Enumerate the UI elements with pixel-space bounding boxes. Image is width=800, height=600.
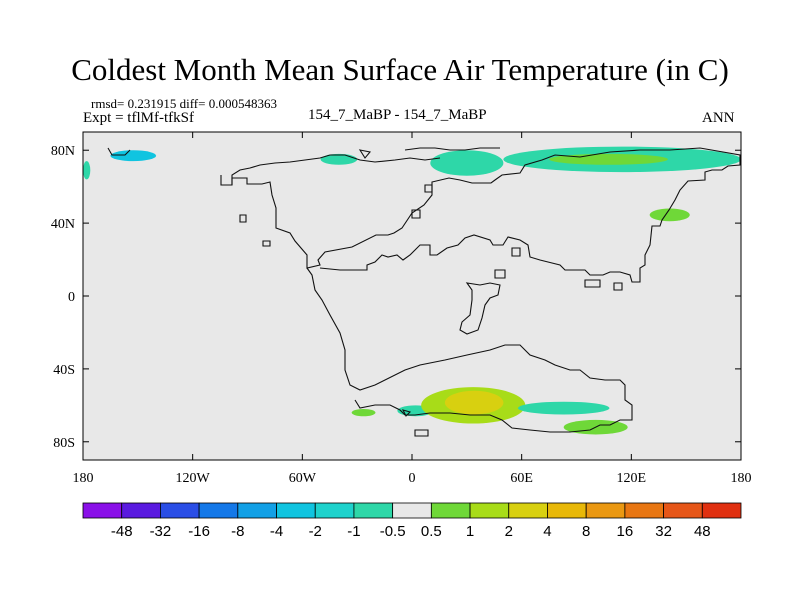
x-tick-label: 180	[731, 471, 752, 486]
colorbar-label: 4	[543, 523, 551, 540]
colorbar-label: -0.5	[380, 523, 406, 540]
colorbar-swatch	[624, 502, 664, 519]
anomaly-region	[320, 153, 358, 165]
colorbar-swatch	[469, 502, 510, 519]
anomaly-region	[83, 161, 91, 180]
anomaly-region	[518, 401, 610, 415]
colorbar-label: 0.5	[421, 523, 442, 540]
coastline-layer	[107, 147, 741, 437]
anomaly-region	[110, 150, 157, 162]
coastline	[107, 147, 131, 156]
coastline	[231, 154, 441, 185]
coastline	[262, 240, 271, 247]
x-tick-label: 120E	[617, 471, 647, 486]
period-label: ANN	[702, 110, 735, 126]
coastline	[424, 184, 433, 193]
x-tick-label: 60W	[289, 471, 317, 486]
colorbar-label: -4	[270, 523, 283, 540]
colorbar: -48 -32 -16 -8 -4 -2 -1 -0.5 0.5 1 2 4 8 16 32 48	[82, 502, 742, 540]
colorbar-label: 48	[694, 523, 711, 540]
coastline	[220, 147, 741, 283]
colorbar-label: -8	[231, 523, 244, 540]
coastline	[414, 429, 429, 437]
anomaly-region	[430, 150, 504, 176]
coastline	[511, 247, 521, 257]
colorbar-swatch	[701, 502, 742, 519]
stats-line: rmsd= 0.231915 diff= 0.000548363	[91, 96, 277, 111]
colorbar-swatch	[237, 502, 277, 519]
anomaly-region	[649, 208, 690, 222]
coastline	[411, 209, 421, 219]
colorbar-swatch	[392, 502, 432, 519]
colorbar-swatch	[198, 502, 239, 519]
colorbar-label: -48	[111, 523, 133, 540]
y-tick-label: 80S	[53, 436, 75, 451]
colorbar-swatch	[82, 502, 123, 519]
x-tick-label: 60E	[510, 471, 533, 486]
colorbar-swatch	[160, 502, 200, 519]
y-tick-label: 40N	[51, 217, 75, 232]
colorbar-label: 8	[582, 523, 590, 540]
x-tick-label: 0	[409, 471, 416, 486]
coastline	[494, 269, 506, 279]
colorbar-swatch	[121, 502, 161, 519]
colorbar-label: -32	[150, 523, 172, 540]
x-tick-label: 120W	[176, 471, 211, 486]
y-tick-label: 40S	[53, 363, 75, 378]
anomaly-layer	[83, 146, 741, 435]
y-tick-label: 0	[68, 290, 75, 305]
coastline	[358, 149, 372, 159]
colorbar-label: -1	[347, 523, 360, 540]
coastline	[584, 279, 601, 288]
colorbar-label: 1	[466, 523, 474, 540]
center-subtitle: 154_7_MaBP - 154_7_MaBP	[308, 107, 487, 123]
colorbar-swatch	[547, 502, 587, 519]
anomaly-region	[351, 408, 376, 417]
colorbar-swatch	[430, 502, 471, 519]
colorbar-swatch	[585, 502, 626, 519]
coastline	[401, 409, 412, 417]
colorbar-label: -2	[309, 523, 322, 540]
axes-layer: 180 120W 60W 0 60E 120E 180 80N 40N 0 40S 80S	[51, 132, 752, 486]
coastline	[404, 147, 500, 151]
coastline	[306, 267, 633, 433]
coastline	[613, 282, 623, 291]
experiment-line: Expt = tflMf-tfkSf	[83, 110, 194, 126]
map-background	[83, 132, 741, 460]
colorbar-label: 16	[617, 523, 634, 540]
coastline	[239, 214, 247, 223]
colorbar-swatch	[276, 502, 316, 519]
y-tick-label: 80N	[51, 144, 75, 159]
colorbar-swatch	[314, 502, 355, 519]
anomaly-region	[444, 390, 504, 415]
coastline	[459, 282, 501, 335]
chart-title: Coldest Month Mean Surface Air Temperatu…	[71, 52, 729, 87]
colorbar-label: 2	[505, 523, 513, 540]
colorbar-label: -16	[188, 523, 210, 540]
colorbar-swatch	[663, 502, 703, 519]
x-tick-label: 180	[73, 471, 94, 486]
colorbar-swatch	[353, 502, 394, 519]
colorbar-swatch	[508, 502, 548, 519]
colorbar-label: 32	[655, 523, 672, 540]
